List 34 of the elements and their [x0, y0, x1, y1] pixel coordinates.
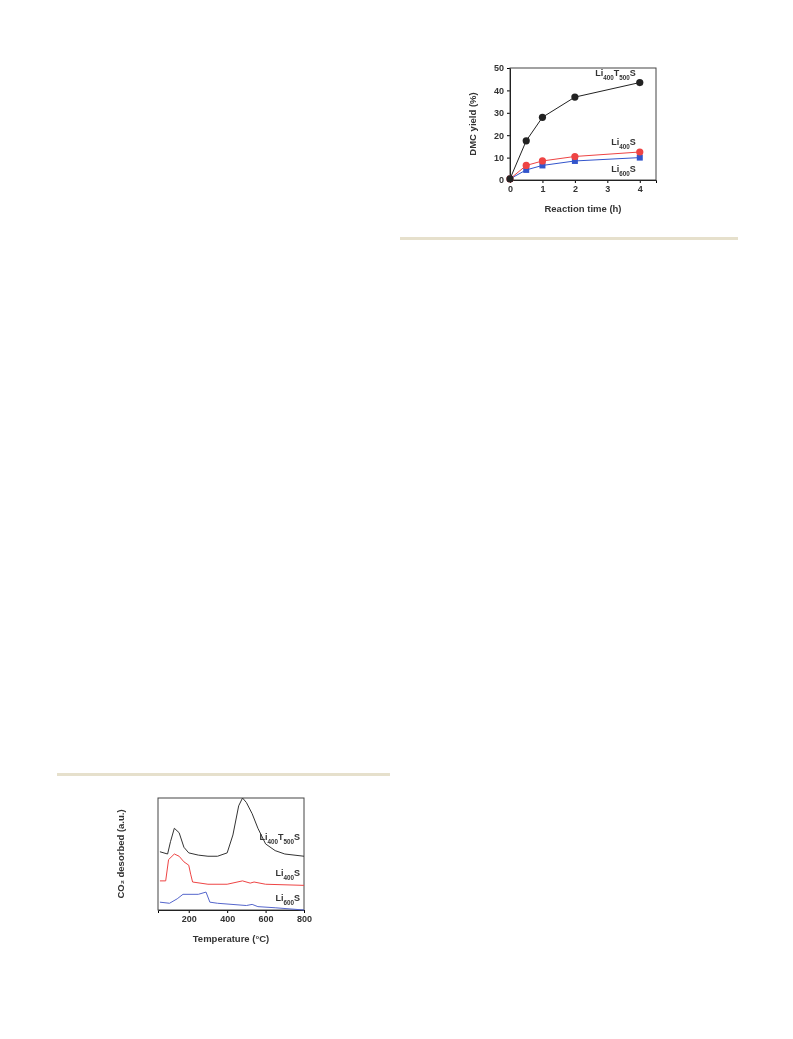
- series-label: Li$_{600}$S: [275, 893, 300, 906]
- x-tick-label: 600: [258, 914, 274, 925]
- point: [538, 113, 547, 121]
- point: [571, 152, 579, 161]
- y-tick-label: 0: [498, 175, 504, 186]
- y-tick-label: 50: [493, 63, 504, 74]
- y-tick-label: 10: [493, 152, 504, 163]
- y-tick-label: 20: [493, 130, 504, 141]
- x-tick-label: 3: [605, 184, 611, 195]
- x-tick-label: 2: [572, 184, 578, 195]
- x-tick-label: 4: [637, 184, 643, 195]
- y-axis-title: CO₂ desorbed (a.u.): [115, 809, 126, 899]
- y-tick-label: 40: [493, 85, 504, 96]
- series-label: Li$_{400}$T$_{500}$S: [259, 832, 300, 845]
- point: [636, 148, 644, 156]
- series-label: Li$_{400}$T$_{500}$S: [595, 67, 636, 81]
- series-label: Li$_{600}$S: [611, 163, 636, 177]
- x-tick-label: 200: [181, 914, 197, 925]
- x-axis-title: Temperature (°C): [192, 933, 270, 944]
- x-tick-label: 1: [540, 184, 546, 195]
- point: [522, 161, 530, 170]
- series-label: Li$_{400}$S: [275, 868, 300, 881]
- point: [538, 157, 547, 165]
- x-tick-label: 400: [220, 914, 236, 925]
- x-tick-label: 0: [507, 184, 514, 195]
- point: [571, 93, 579, 101]
- point: [522, 137, 530, 145]
- series-label: Li$_{400}$S: [611, 137, 636, 150]
- x-tick-label: 800: [296, 914, 313, 925]
- point: [636, 78, 644, 87]
- point: [636, 154, 643, 161]
- x-axis-title: Reaction time (h): [544, 203, 622, 214]
- y-axis-title: DMC yield (%): [467, 92, 478, 156]
- y-tick-label: 30: [493, 108, 504, 119]
